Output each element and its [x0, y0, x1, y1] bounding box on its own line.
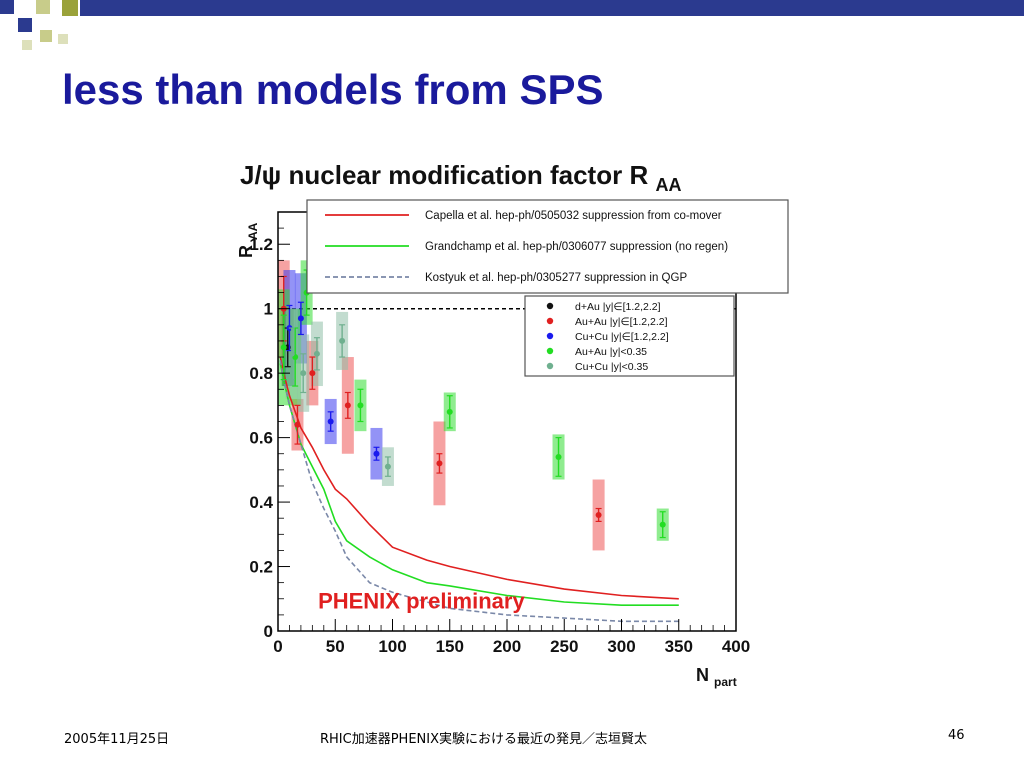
deco-square: [18, 18, 32, 32]
model-curve: [279, 356, 679, 600]
y-axis-title-subscript: AA: [246, 222, 260, 240]
chart-title: J/ψ nuclear modification factor R AA: [240, 160, 681, 195]
data-point: [555, 453, 562, 460]
y-tick-label: 0.8: [249, 364, 273, 383]
data-point: [446, 408, 453, 415]
y-tick-label: 1.2: [249, 235, 273, 254]
x-tick-label: 300: [607, 637, 635, 656]
x-tick-label: 100: [378, 637, 406, 656]
x-tick-label: 0: [273, 637, 282, 656]
deco-square: [58, 34, 68, 44]
svg-text:N part: N part: [696, 665, 737, 689]
chart: J/ψ nuclear modification factor R AA R A…: [236, 160, 789, 689]
x-axis-title-subscript: part: [714, 675, 737, 689]
svg-text:R AA: R AA: [236, 222, 260, 258]
y-tick-label: 0.2: [249, 558, 273, 577]
data-point: [313, 350, 320, 357]
header-rule: [80, 0, 1024, 16]
y-tick-label: 0: [264, 622, 273, 641]
data-point: [373, 450, 380, 457]
data-legend-label: Cu+Cu |y|<0.35: [575, 361, 648, 373]
x-tick-label: 200: [493, 637, 521, 656]
x-tick-label: 350: [665, 637, 693, 656]
data-point: [384, 463, 391, 470]
data-point: [357, 402, 364, 409]
svg-text:J/ψ nuclear modification facto: J/ψ nuclear modification factor R AA: [240, 160, 681, 195]
data-point: [339, 337, 346, 344]
data-point: [300, 370, 307, 377]
model-curve: [279, 363, 679, 607]
deco-square: [0, 0, 14, 14]
y-tick-label: 0.4: [249, 493, 273, 512]
x-tick-label: 150: [436, 637, 464, 656]
data-legend-label: d+Au |y|∈[1.2,2.2]: [575, 301, 661, 313]
x-axis-title: N part: [696, 665, 737, 689]
x-tick-label: 400: [722, 637, 750, 656]
model-curve: [279, 360, 679, 623]
data-point: [280, 344, 287, 351]
deco-square: [36, 0, 50, 14]
data-legend-box: [524, 295, 735, 377]
model-legend-label: Grandchamp et al. hep-ph/0306077 suppres…: [425, 241, 728, 253]
data-legend-label: Au+Au |y|∈[1.2,2.2]: [575, 316, 668, 328]
data-point: [297, 315, 304, 322]
data-legend-label: Cu+Cu |y|∈[1.2,2.2]: [575, 331, 669, 343]
data-point: [659, 521, 666, 528]
data-point: [327, 418, 334, 425]
preliminary-watermark: PHENIX preliminary: [318, 588, 525, 613]
data-legend-marker: [546, 362, 554, 370]
data-legend-marker: [546, 347, 554, 355]
data-legend-label: Au+Au |y|<0.35: [575, 346, 647, 358]
data-point: [288, 350, 295, 357]
data-point: [309, 370, 316, 377]
deco-square: [40, 30, 52, 42]
data-legend-marker: [546, 317, 554, 325]
model-legend-label: Kostyuk et al. hep-ph/0305277 suppressio…: [425, 272, 687, 284]
x-axis-title-main: N: [696, 665, 709, 685]
data-point: [595, 511, 602, 518]
deco-square: [22, 40, 32, 50]
y-axis-title-main: R: [236, 245, 256, 258]
chart-title-subscript: AA: [655, 175, 681, 195]
data-point: [294, 421, 301, 428]
decorative-squares: [0, 0, 80, 60]
footer-center-text: RHIC加速器PHENIX実験における最近の発見／志垣賢太: [320, 732, 648, 747]
y-tick-label: 0.6: [249, 429, 273, 448]
slide-title: less than models from SPS: [62, 66, 604, 113]
y-tick-label: 1: [264, 300, 273, 319]
data-point: [436, 460, 443, 467]
data-legend-marker: [546, 302, 554, 310]
x-tick-label: 50: [326, 637, 345, 656]
deco-square: [62, 0, 78, 16]
data-legend-marker: [546, 332, 554, 340]
x-tick-label: 250: [550, 637, 578, 656]
data-point: [344, 402, 351, 409]
chart-title-main: J/ψ nuclear modification factor R: [240, 160, 648, 190]
model-legend-label: Capella et al. hep-ph/0505032 suppressio…: [425, 210, 722, 222]
footer-date: 2005年11月25日: [64, 732, 170, 747]
page-number: 46: [948, 728, 965, 743]
y-axis-title: R AA: [236, 222, 260, 258]
